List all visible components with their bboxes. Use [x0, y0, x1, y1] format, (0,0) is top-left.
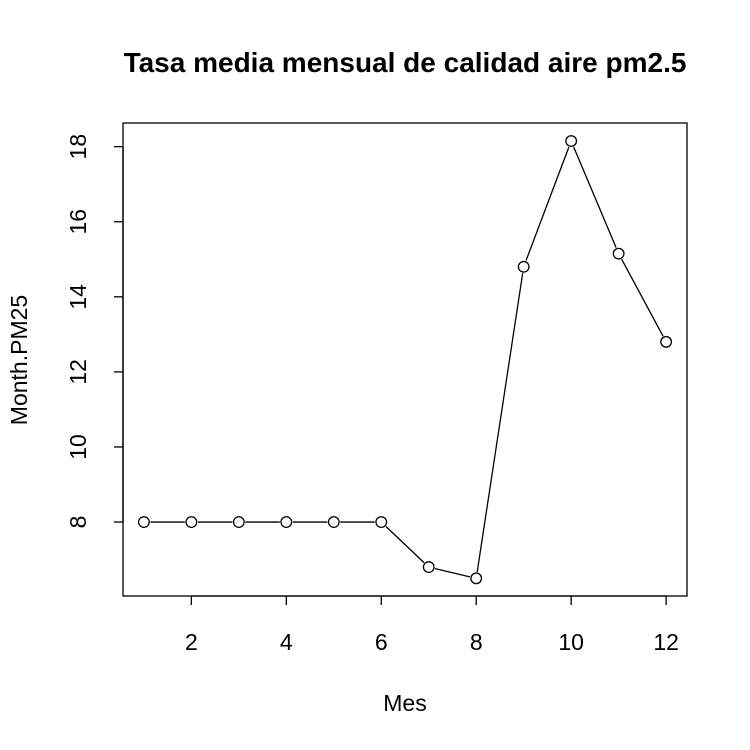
data-point: [470, 572, 483, 585]
x-tick-label: 8: [470, 629, 483, 655]
data-point: [422, 561, 435, 574]
y-tick-label: 16: [65, 209, 91, 235]
series-layer: [137, 135, 673, 585]
x-tick-label: 4: [280, 629, 293, 655]
x-axis-label: Mes: [383, 690, 426, 716]
data-point: [375, 516, 388, 528]
y-axis-label: Month.PM25: [6, 295, 32, 425]
series-line-segment: [525, 146, 570, 261]
y-axis: 8 10 12 14 16 18: [65, 134, 124, 529]
data-point: [612, 247, 625, 260]
x-tick-label: 10: [558, 629, 584, 655]
y-tick-label: 8: [65, 516, 91, 529]
series-line-segment: [621, 259, 664, 337]
series-line-segment: [385, 526, 425, 564]
plot-box: [122, 122, 688, 597]
x-axis: 2 4 6 8 10 12: [185, 595, 679, 655]
series-line-segment: [476, 273, 524, 573]
y-tick-label: 18: [65, 134, 91, 160]
data-point: [185, 516, 198, 528]
y-tick-label: 14: [65, 284, 91, 310]
y-tick-label: 12: [65, 359, 91, 385]
series-line-segment: [434, 567, 471, 578]
x-tick-label: 12: [653, 629, 679, 655]
data-point: [280, 516, 293, 528]
chart-title: Tasa media mensual de calidad aire pm2.5: [124, 47, 687, 78]
x-tick-label: 2: [185, 629, 198, 655]
data-point: [565, 135, 578, 147]
x-tick-label: 6: [375, 629, 388, 655]
data-point: [137, 516, 150, 528]
data-point: [660, 335, 673, 348]
data-point: [327, 516, 340, 528]
data-point: [232, 516, 245, 528]
series-line-segment: [573, 146, 617, 248]
data-point: [517, 260, 530, 273]
y-tick-label: 10: [65, 434, 91, 460]
